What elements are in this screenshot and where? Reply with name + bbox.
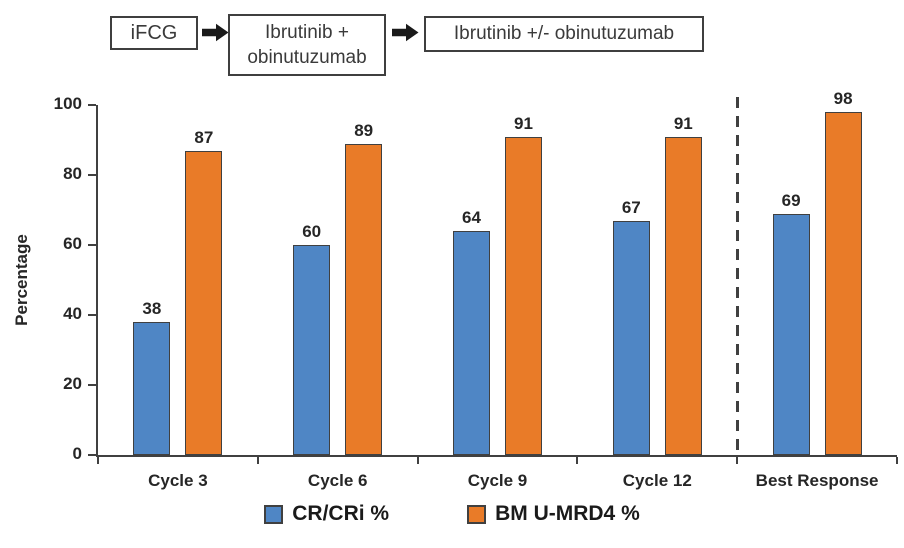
y-tick-mark	[88, 174, 96, 176]
bar-with-label: 91	[504, 113, 542, 455]
bar-group: 69 98	[737, 89, 897, 455]
bar-with-label: 67	[612, 197, 650, 455]
flow-step-label: iFCG	[130, 21, 178, 44]
category-label: Cycle 9	[467, 471, 528, 490]
y-tick-mark	[88, 454, 96, 456]
y-tick-mark	[88, 314, 96, 316]
bar-value-label: 67	[621, 197, 641, 217]
flow-step-ibrutinib-obinutuzumab: Ibrutinib + obinutuzumab	[228, 14, 386, 76]
legend-label: CR/CRi %	[292, 502, 390, 525]
legend-label: BM U-MRD4 %	[495, 502, 640, 525]
y-tick-label: 20	[63, 374, 82, 393]
bar-with-label: 69	[772, 190, 810, 455]
legend-item-bm-umrd4: BM U-MRD4 %	[467, 502, 640, 526]
y-tick-label: 40	[63, 304, 82, 323]
chart-legend: CR/CRi % BM U-MRD4 %	[0, 502, 904, 526]
y-tick-mark	[88, 104, 96, 106]
x-tick-mark	[896, 457, 898, 464]
flow-right-arrow-icon	[202, 23, 229, 42]
y-tick-label: 60	[63, 234, 82, 253]
x-tick-mark	[416, 457, 419, 464]
flow-step-ibrutinib-plusminus-obinutuzumab: Ibrutinib +/- obinutuzumab	[424, 16, 704, 52]
bar-value-label: 87	[194, 127, 214, 147]
flow-step-label: Ibrutinib + obinutuzumab	[247, 21, 367, 68]
bar	[133, 322, 171, 455]
dashed-separator-line	[735, 97, 739, 455]
category-label: Cycle 3	[148, 471, 208, 490]
category-label: Best Response	[755, 471, 879, 490]
x-tick-mark	[736, 457, 739, 464]
bar-value-label: 64	[462, 208, 481, 227]
y-tick-mark	[88, 244, 96, 246]
y-tick-label: 100	[53, 94, 82, 113]
bar-value-label: 69	[781, 190, 801, 210]
bar-group: 60 89	[258, 105, 418, 455]
bar-with-label: 91	[664, 113, 702, 455]
bar-value-label: 91	[673, 113, 693, 133]
y-tick-label: 80	[63, 164, 82, 183]
bar	[345, 143, 383, 455]
bar-group: 38 87	[98, 105, 258, 455]
bar-group: 67 91	[577, 105, 737, 455]
bar	[293, 245, 331, 455]
bar-value-label: 91	[514, 113, 533, 133]
bar-value-label: 60	[302, 222, 322, 241]
bar-value-label: 89	[354, 120, 374, 140]
legend-swatch-orange	[467, 504, 487, 524]
flow-step-ifcg: iFCG	[110, 16, 198, 50]
bar	[185, 150, 223, 455]
bar-with-label: 89	[345, 120, 383, 455]
bar	[772, 213, 810, 455]
bar-group: 64 91	[418, 105, 578, 455]
bar-value-label: 98	[833, 89, 853, 108]
bar-with-label: 38	[133, 299, 171, 455]
flow-right-arrow-icon	[392, 23, 419, 42]
bar-with-label: 87	[185, 127, 223, 455]
bar-value-label: 38	[142, 299, 162, 318]
category-label: Cycle 6	[307, 471, 368, 490]
legend-item-cr-cri: CR/CRi %	[264, 502, 389, 526]
legend-swatch-blue	[264, 504, 284, 524]
bar	[824, 112, 862, 455]
x-tick-mark	[576, 457, 579, 464]
bar-with-label: 98	[824, 89, 862, 455]
plot-area: 0 20 40 60 80 100 38 87 Cycle 3 60 89 Cycle 6 64 91 Cy…	[54, 89, 898, 490]
bar	[504, 136, 542, 455]
y-tick-label: 0	[72, 444, 82, 463]
category-label: Cycle 12	[622, 471, 692, 490]
bar	[452, 231, 490, 455]
y-axis-title: Percentage	[12, 234, 31, 326]
x-tick-mark	[256, 457, 259, 464]
bar-with-label: 60	[293, 222, 331, 455]
bar	[664, 136, 702, 455]
flow-step-label: Ibrutinib +/- obinutuzumab	[453, 23, 675, 45]
bar	[612, 220, 650, 455]
bar-with-label: 64	[452, 208, 490, 455]
x-tick-mark	[97, 457, 99, 464]
y-tick-mark	[88, 384, 96, 386]
